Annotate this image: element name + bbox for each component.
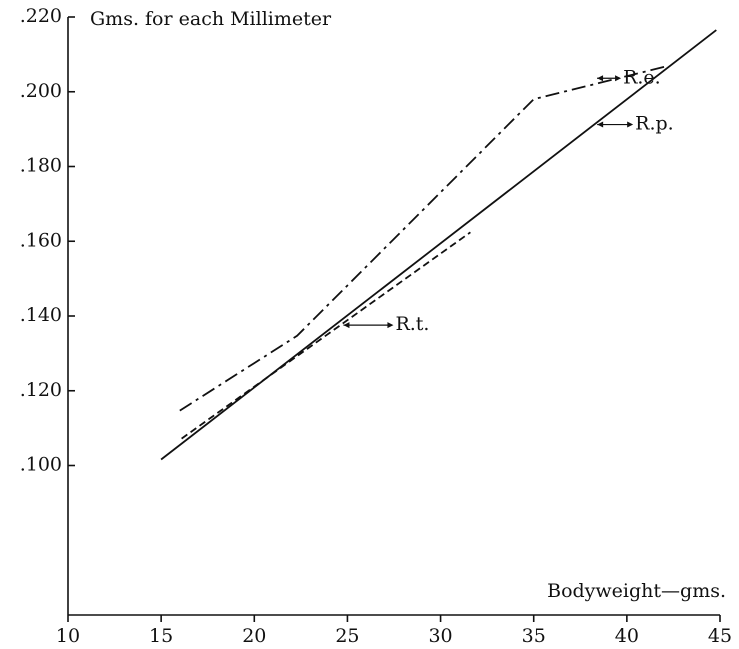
series-label: R.t. (395, 313, 429, 335)
line-series (181, 231, 471, 440)
arrowhead (597, 75, 604, 82)
x-tick-label: 20 (242, 625, 266, 647)
y-tick-label: .220 (20, 5, 62, 27)
y-tick-label: .180 (20, 155, 62, 177)
arrowhead (627, 121, 634, 128)
y-tick-label: .120 (20, 379, 62, 401)
arrowhead (387, 322, 394, 329)
y-tick-label: .140 (20, 304, 62, 326)
x-tick-label: 40 (615, 625, 639, 647)
x-tick-label: 45 (708, 625, 732, 647)
arrowhead (597, 121, 604, 128)
line-series (160, 29, 717, 461)
series-label: R.e. (623, 66, 661, 88)
y-tick-label: .160 (20, 229, 62, 251)
x-tick-label: 35 (522, 625, 546, 647)
arrowhead (615, 75, 622, 82)
y-tick-label: .100 (20, 454, 62, 476)
line-series (179, 65, 669, 412)
series-label: R.p. (635, 113, 674, 135)
x-tick-label: 30 (428, 625, 452, 647)
y-tick-label: .200 (20, 80, 62, 102)
x-tick-label: 15 (149, 625, 173, 647)
x-tick-label: 10 (56, 625, 80, 647)
x-axis-label: Bodyweight—gms. (547, 580, 726, 602)
arrowhead (343, 322, 350, 329)
x-tick-label: 25 (335, 625, 359, 647)
chart-title: Gms. for each Millimeter (90, 8, 332, 30)
